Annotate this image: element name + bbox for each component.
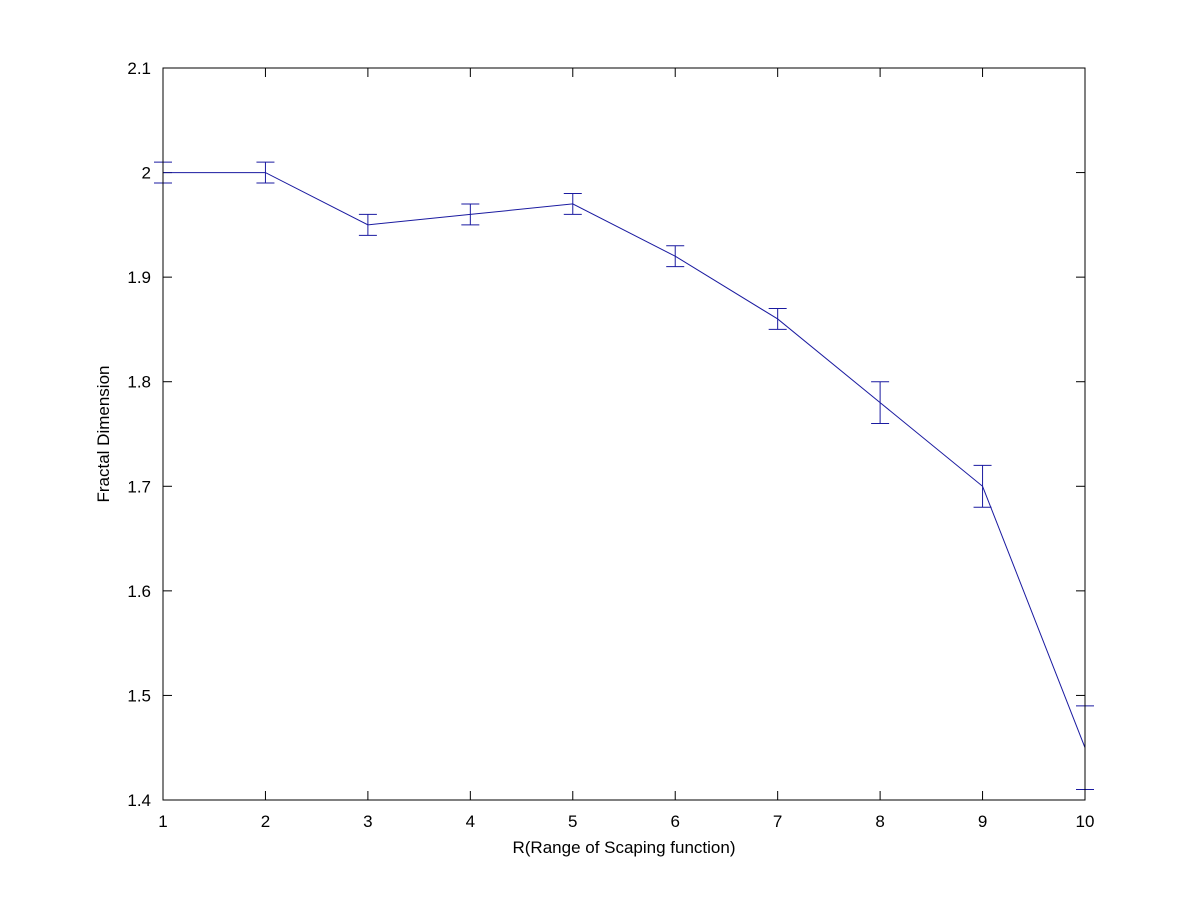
y-tick-label: 1.8 — [127, 373, 151, 392]
error-bar — [358, 213, 377, 236]
error-bar — [871, 381, 890, 425]
y-tick-label: 1.7 — [127, 477, 151, 496]
plot-frame — [162, 67, 1086, 801]
error-bar — [563, 192, 582, 215]
error-bar — [768, 308, 787, 330]
x-tick-label: 3 — [363, 812, 372, 831]
y-tick-label: 1.4 — [127, 791, 151, 810]
plot-area — [163, 68, 1085, 800]
y-tick-label: 2 — [142, 164, 151, 183]
x-tick-label: 10 — [1076, 812, 1095, 831]
x-tick-label: 8 — [875, 812, 884, 831]
x-tick-label: 2 — [261, 812, 270, 831]
x-tick-label: 9 — [978, 812, 987, 831]
x-tick-label: 4 — [466, 812, 475, 831]
y-tick-label: 1.6 — [127, 582, 151, 601]
x-tick-label: 7 — [773, 812, 782, 831]
series-line — [163, 172, 1086, 748]
x-tick-label: 1 — [158, 812, 167, 831]
y-tick-label: 1.5 — [127, 686, 151, 705]
x-axis-label: R(Range of Scaping function) — [512, 838, 735, 857]
y-axis-label: Fractal Dimension — [94, 366, 113, 503]
error-bar — [973, 464, 992, 508]
x-tick-label: 5 — [568, 812, 577, 831]
y-tick-label: 1.9 — [127, 268, 151, 287]
x-tick-label: 6 — [670, 812, 679, 831]
y-tick-label: 2.1 — [127, 59, 151, 78]
error-bar — [666, 245, 685, 268]
error-bar — [256, 161, 275, 184]
error-bar — [461, 203, 480, 226]
